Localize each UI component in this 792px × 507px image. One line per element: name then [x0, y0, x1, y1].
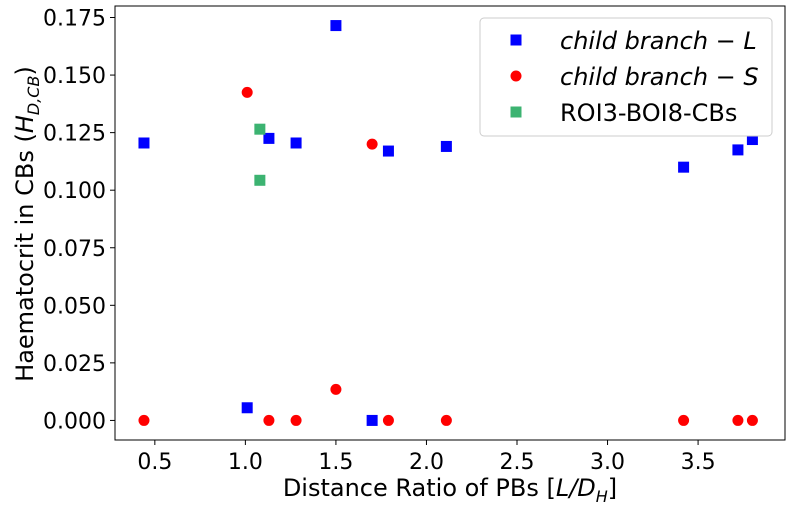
x-axis-label: Distance Ratio of PBs [L/DH] — [283, 474, 617, 506]
x-tick-label: 1.5 — [318, 450, 353, 475]
legend-label-0: child branch − L — [560, 27, 757, 55]
y-axis-label-end: ) — [11, 66, 39, 75]
data-markers — [138, 20, 758, 426]
y-tick-label: 0.100 — [43, 179, 106, 204]
legend-label-1: child branch − S — [560, 63, 759, 91]
data-point-green-square — [254, 174, 266, 186]
data-point-red-circle — [382, 414, 394, 426]
data-point-red-circle — [366, 138, 378, 150]
x-tick-label: 3.0 — [590, 450, 625, 475]
x-tick-label: 2.0 — [409, 450, 444, 475]
y-tick-label: 0.075 — [43, 237, 106, 262]
data-point-blue-square — [746, 134, 758, 146]
data-point-blue-square — [366, 414, 378, 426]
data-point-red-circle — [440, 414, 452, 426]
y-tick-label: 0.175 — [43, 7, 106, 32]
y-axis-label: Haematocrit in CBs (HD,CB) — [11, 66, 43, 382]
x-tick-label: 2.5 — [500, 450, 535, 475]
data-point-blue-square — [382, 145, 394, 157]
data-point-red-circle — [138, 414, 150, 426]
data-point-red-circle — [263, 414, 275, 426]
data-point-blue-square — [678, 161, 690, 173]
data-point-red-circle — [290, 414, 302, 426]
x-tick-label: 1.0 — [228, 450, 263, 475]
y-tick-label: 0.125 — [43, 122, 106, 147]
y-tick-label: 0.050 — [43, 294, 106, 319]
x-axis-label-end: ] — [608, 474, 617, 502]
data-point-blue-square — [330, 20, 342, 32]
y-tick-label: 0.000 — [43, 409, 106, 434]
data-point-blue-square — [732, 144, 744, 156]
data-point-red-circle — [241, 86, 253, 98]
x-axis-ticks: 0.5 1.0 1.5 2.0 2.5 3.0 3.5 — [137, 440, 716, 475]
y-axis-label-subscript: D,CB — [24, 76, 43, 116]
x-axis-label-subscript: H — [596, 487, 608, 506]
legend-marker-0 — [510, 34, 522, 46]
data-point-red-circle — [678, 414, 690, 426]
y-axis-label-main: Haematocrit in CBs ( — [11, 133, 39, 382]
legend-entries: child branch − L child branch − S ROI3-BOI… — [510, 27, 759, 127]
data-point-blue-square — [440, 140, 452, 152]
data-point-red-circle — [330, 383, 342, 395]
y-axis-ticks: 0.000 0.025 0.050 0.075 0.100 0.125 0.150 0.175 — [43, 7, 115, 434]
y-axis-label-variable: H — [11, 115, 39, 133]
legend-frame — [479, 17, 773, 137]
x-axis-label-main: Distance Ratio of PBs [ — [283, 474, 556, 502]
x-tick-label: 3.5 — [681, 450, 716, 475]
data-point-blue-square — [263, 132, 275, 144]
y-tick-label: 0.150 — [43, 64, 106, 89]
data-point-blue-square — [290, 137, 302, 149]
legend-marker-2 — [510, 106, 522, 118]
data-point-green-square — [254, 123, 266, 135]
data-point-red-circle — [732, 414, 744, 426]
legend: child branch − L child branch − S ROI3-BOI… — [479, 17, 773, 137]
data-point-blue-square — [138, 137, 150, 149]
data-point-red-circle — [746, 414, 758, 426]
x-tick-label: 0.5 — [137, 450, 172, 475]
legend-marker-1 — [510, 70, 522, 82]
x-axis-label-variable: L/D — [556, 474, 596, 502]
y-tick-label: 0.025 — [43, 352, 106, 377]
legend-label-2: ROI3-BOI8-CBs — [560, 99, 737, 127]
data-point-blue-square — [241, 402, 253, 414]
